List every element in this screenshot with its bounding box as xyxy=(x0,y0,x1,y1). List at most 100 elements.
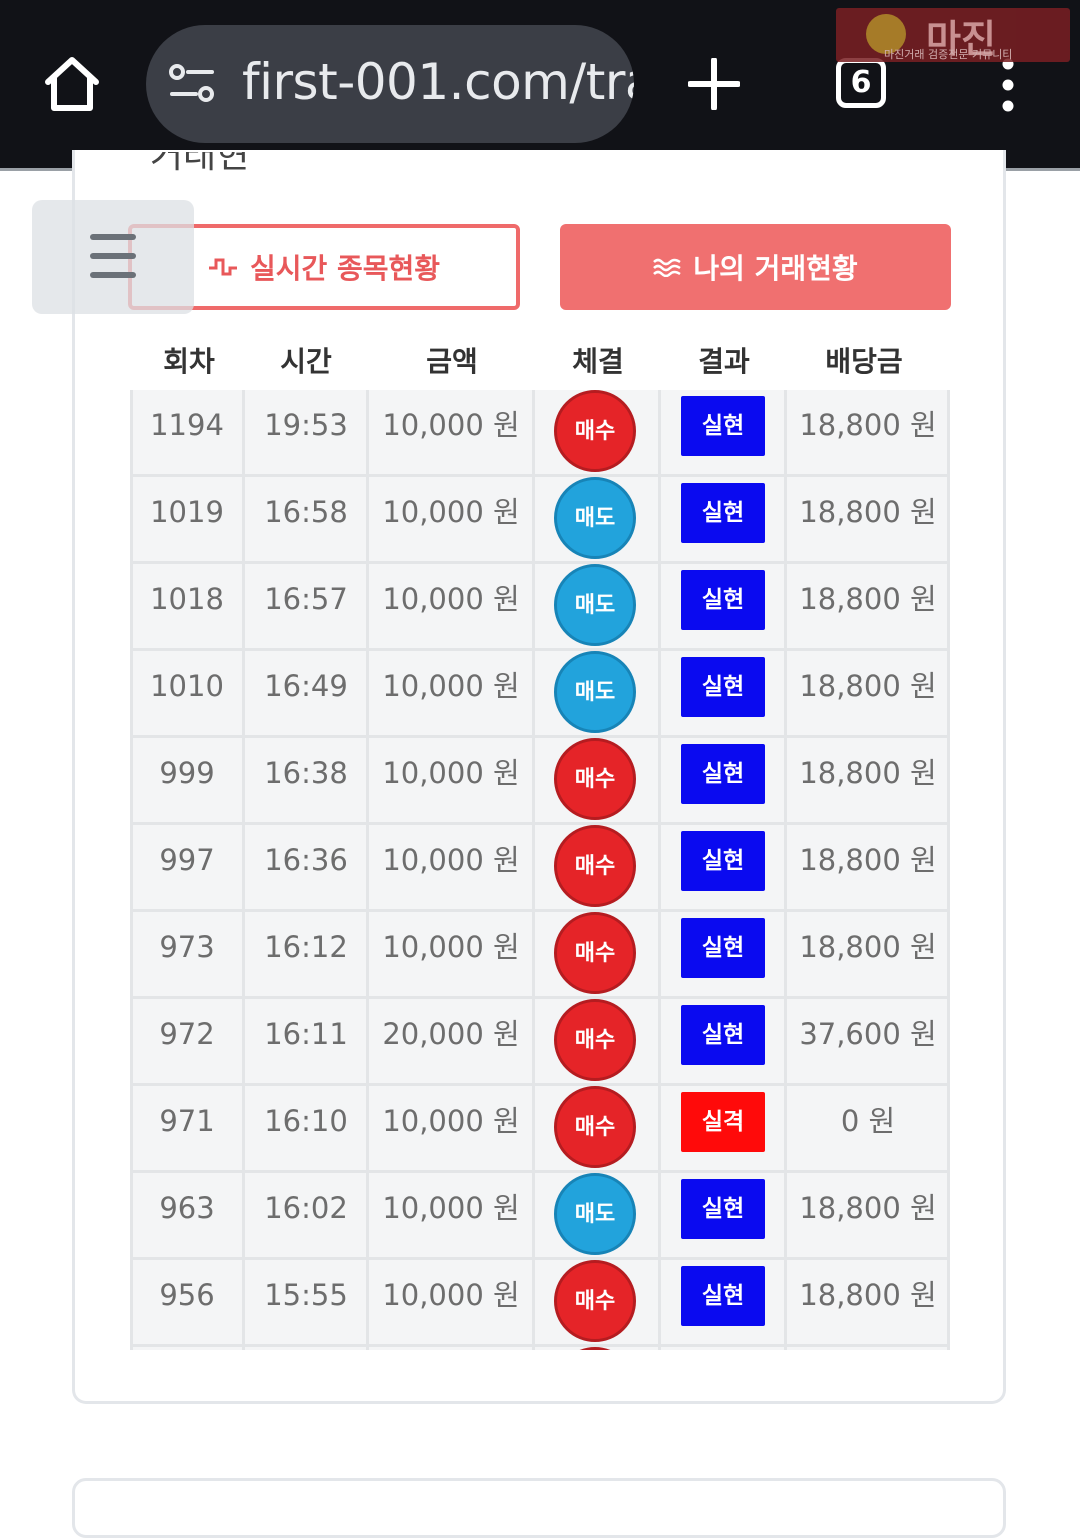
sell-badge: 매도 xyxy=(554,477,636,559)
buy-badge xyxy=(554,1347,636,1350)
header-result: 결과 xyxy=(698,345,750,378)
buy-badge: 매수 xyxy=(554,390,636,472)
header-payout: 배당금 xyxy=(825,345,903,378)
waves-icon xyxy=(653,258,682,277)
cell-fill: 매도 xyxy=(534,651,660,736)
cell-time: 16:36 xyxy=(264,843,348,877)
cell-round: 972 xyxy=(159,1017,215,1051)
url-text[interactable]: first-001.com/tra xyxy=(242,53,634,111)
cell-fill: 매수 xyxy=(534,825,660,910)
cell-payout: 18,800 원 xyxy=(799,408,937,442)
column-divider xyxy=(532,390,535,1350)
table-row: 1018 16:57 10,000 원 매도 실현 18,800 원 xyxy=(130,564,950,651)
table-row: 973 16:12 10,000 원 매수 실현 18,800 원 xyxy=(130,912,950,999)
cell-payout: 18,800 원 xyxy=(799,582,937,616)
result-badge: 실격 xyxy=(681,1092,765,1152)
cell-result: 실현 xyxy=(660,390,786,475)
cell-time: 16:38 xyxy=(264,756,348,790)
cell-result: 실현 xyxy=(660,651,786,736)
result-badge: 실현 xyxy=(681,396,765,456)
row-divider xyxy=(130,1344,950,1347)
watermark-emblem-icon xyxy=(866,14,906,54)
cell-result: 실현 xyxy=(660,912,786,997)
cell-amount xyxy=(368,1347,534,1350)
cell-time xyxy=(244,1347,368,1350)
cell-round: 1018 xyxy=(150,582,224,616)
table-row: 972 16:11 20,000 원 매수 실현 37,600 원 xyxy=(130,999,950,1086)
row-divider xyxy=(130,561,950,564)
cell-result xyxy=(660,1347,786,1350)
table-row: 1194 19:53 10,000 원 매수 실현 18,800 원 xyxy=(130,390,950,477)
hamburger-icon xyxy=(90,234,136,240)
cell-round: 956 xyxy=(159,1278,215,1312)
row-divider xyxy=(130,474,950,477)
cell-time: 16:11 xyxy=(264,1017,348,1051)
more-menu-icon[interactable] xyxy=(996,58,1020,112)
watermark-logo: 마진 마진거래 검증전문 커뮤니티 xyxy=(836,8,1070,62)
pulse-icon xyxy=(208,258,237,276)
table-row xyxy=(130,1347,950,1350)
table-row: 971 16:10 10,000 원 매수 실격 0 원 xyxy=(130,1086,950,1173)
hamburger-menu-button[interactable] xyxy=(32,200,194,314)
cell-fill: 매도 xyxy=(534,477,660,562)
my-trades-button[interactable]: 나의 거래현황 xyxy=(560,224,951,310)
tab-switcher-button[interactable]: 6 xyxy=(836,58,886,108)
cell-result: 실현 xyxy=(660,999,786,1084)
result-badge: 실현 xyxy=(681,657,765,717)
cell-result: 실현 xyxy=(660,477,786,562)
cell-fill: 매수 xyxy=(534,390,660,475)
home-icon[interactable] xyxy=(40,52,104,116)
trade-table: 1194 19:53 10,000 원 매수 실현 18,800 원 1019 16:58 10… xyxy=(130,390,950,1350)
table-row: 963 16:02 10,000 원 매도 실현 18,800 원 xyxy=(130,1173,950,1260)
cell-result: 실현 xyxy=(660,738,786,823)
result-badge: 실현 xyxy=(681,483,765,543)
row-divider xyxy=(130,909,950,912)
cell-round: 963 xyxy=(159,1191,215,1225)
watermark-subtitle: 마진거래 검증전문 커뮤니티 xyxy=(884,48,1013,61)
cell-payout: 0 원 xyxy=(840,1104,896,1138)
cell-amount: 10,000 원 xyxy=(382,756,520,790)
sell-badge: 매도 xyxy=(554,564,636,646)
buy-badge: 매수 xyxy=(554,825,636,907)
row-divider xyxy=(130,996,950,999)
column-divider xyxy=(784,390,787,1350)
cell-time: 16:58 xyxy=(264,495,348,529)
browser-toolbar: first-001.com/tra 6 마진 마진거래 검증전문 커뮤니티 xyxy=(0,0,1080,168)
sell-badge: 매도 xyxy=(554,1173,636,1255)
section-title: 거래현황 xyxy=(150,152,250,174)
table-row: 999 16:38 10,000 원 매수 실현 18,800 원 xyxy=(130,738,950,825)
watermark-title: 마진 xyxy=(926,17,996,61)
row-divider xyxy=(130,735,950,738)
cell-amount: 10,000 원 xyxy=(382,843,520,877)
cell-amount: 10,000 원 xyxy=(382,495,520,529)
cell-round: 999 xyxy=(159,756,215,790)
row-divider xyxy=(130,1083,950,1086)
cell-fill: 매수 xyxy=(534,1260,660,1345)
column-divider xyxy=(130,390,133,1350)
cell-payout: 18,800 원 xyxy=(799,930,937,964)
address-bar[interactable]: first-001.com/tra xyxy=(146,25,634,143)
realtime-status-label: 실시간 종목현황 xyxy=(249,252,441,285)
cell-round: 1194 xyxy=(150,408,224,442)
cell-fill: 매도 xyxy=(534,564,660,649)
header-amount: 금액 xyxy=(426,345,478,378)
cell-result: 실현 xyxy=(660,1260,786,1345)
cell-round: 1010 xyxy=(150,669,224,703)
sell-badge: 매도 xyxy=(554,651,636,733)
column-divider xyxy=(658,390,661,1350)
cell-fill: 매수 xyxy=(534,912,660,997)
cell-round: 973 xyxy=(159,930,215,964)
buy-badge: 매수 xyxy=(554,999,636,1081)
site-settings-icon[interactable] xyxy=(168,63,216,105)
cell-time: 15:55 xyxy=(264,1278,348,1312)
my-trades-label: 나의 거래현황 xyxy=(693,252,858,285)
cell-time: 16:10 xyxy=(264,1104,348,1138)
cell-fill xyxy=(534,1347,660,1350)
cell-payout: 18,800 원 xyxy=(799,1278,937,1312)
cell-payout: 37,600 원 xyxy=(799,1017,937,1051)
cell-fill: 매수 xyxy=(534,1086,660,1171)
cell-result: 실현 xyxy=(660,1173,786,1258)
new-tab-icon[interactable] xyxy=(688,58,740,110)
hamburger-icon-bar xyxy=(90,253,136,259)
cell-fill: 매수 xyxy=(534,738,660,823)
